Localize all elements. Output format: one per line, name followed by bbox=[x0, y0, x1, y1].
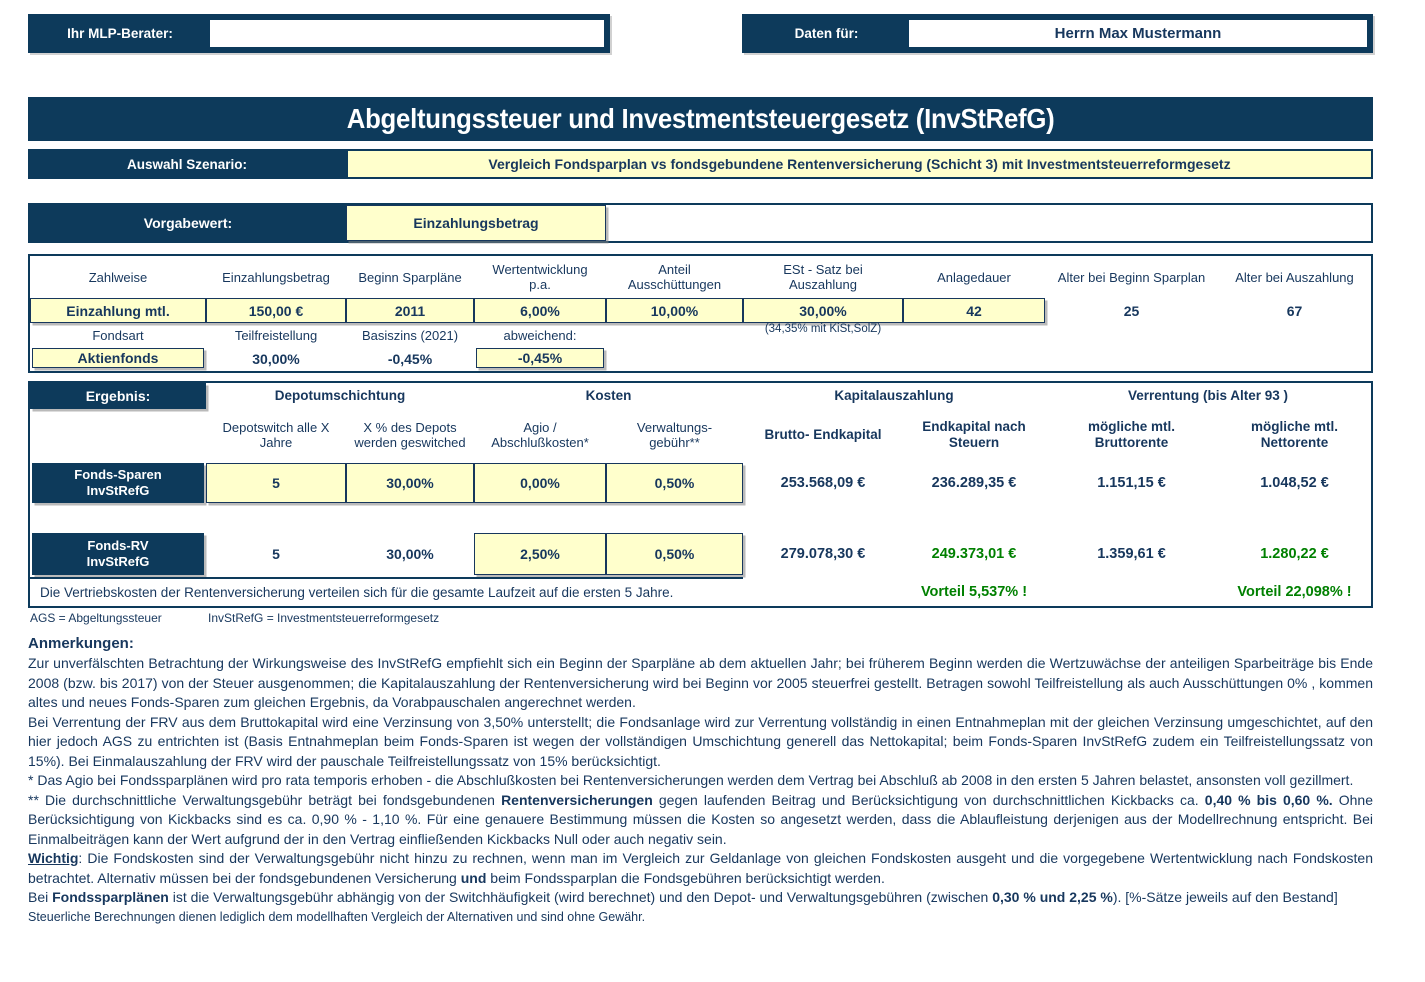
remark-admin-fee: ** Die durchschnittliche Verwaltungsgebü… bbox=[28, 791, 1373, 847]
remark-annuitization: Bei Verrentung der FRV aus dem Bruttokap… bbox=[28, 713, 1373, 769]
results-table: Ergebnis: Depotumschichtung Kosten Kapit… bbox=[28, 381, 1373, 608]
fonds-sparen-nettorente: 1.048,52 € bbox=[1260, 475, 1329, 491]
scenario-row: Auswahl Szenario: Vergleich Fondsparplan… bbox=[28, 149, 1373, 179]
group-header-kapitalauszahlung: Kapitalauszahlung bbox=[834, 388, 954, 403]
scenario-label: Auswahl Szenario: bbox=[28, 149, 346, 179]
fonds-rv-brutto-endkapital: 279.078,30 € bbox=[780, 546, 866, 562]
param-header-alter-auszahlung: Alter bei Auszahlung bbox=[1235, 269, 1354, 285]
col-header-endkapital-nach-steuern: Endkapital nach Steuern bbox=[922, 419, 1026, 450]
param-header-abweichend: abweichend: bbox=[503, 327, 577, 343]
fonds-sparen-agio-input[interactable]: 0,00% bbox=[474, 463, 606, 503]
param-input-fondsart[interactable]: Aktienfonds bbox=[32, 348, 204, 368]
distribution-cost-note: Die Vertriebskosten der Rentenversicheru… bbox=[30, 577, 743, 606]
fonds-sparen-bruttorente: 1.151,15 € bbox=[1097, 475, 1166, 491]
est-kist-note: (34,35% mit KiSt,SolZ) bbox=[764, 323, 882, 335]
advisor-box: Ihr MLP-Berater: bbox=[28, 14, 610, 53]
remark-important: Wichtig: Die Fondskosten sind der Verwal… bbox=[28, 850, 1373, 886]
advantage-capital-badge: Vorteil 5,537% ! bbox=[920, 583, 1028, 600]
param-header-basiszins: Basiszins (2021) bbox=[361, 327, 459, 343]
param-input-anlagedauer[interactable]: 42 bbox=[903, 298, 1045, 323]
legend-invstrefg: InvStRefG = Investmentsteuerreformgesetz bbox=[208, 611, 440, 625]
col-header-depotswitch: Depotswitch alle X Jahre bbox=[222, 420, 330, 450]
col-header-brutto-endkapital: Brutto- Endkapital bbox=[764, 427, 882, 442]
param-header-einzahlungsbetrag: Einzahlungsbetrag bbox=[222, 269, 330, 285]
col-header-bruttorente: mögliche mtl. Bruttorente bbox=[1087, 419, 1175, 450]
fonds-rv-switch-pct: 30,00% bbox=[386, 546, 434, 562]
fonds-sparen-brutto-endkapital: 253.568,09 € bbox=[780, 475, 866, 491]
group-header-verrentung: Verrentung (bis Alter 93 ) bbox=[1127, 388, 1289, 403]
col-header-nettorente: mögliche mtl. Nettorente bbox=[1250, 419, 1338, 450]
col-header-verwaltungsgebuehr: Verwaltungs- gebühr** bbox=[636, 420, 713, 450]
param-input-wertentwicklung[interactable]: 6,00% bbox=[474, 298, 606, 323]
disclaimer: Steuerliche Berechnungen dienen lediglic… bbox=[28, 909, 646, 924]
param-header-fondsart: Fondsart bbox=[92, 327, 144, 343]
page-title: Abgeltungssteuer und Investmentsteuerges… bbox=[346, 103, 1055, 134]
advisor-input[interactable] bbox=[210, 20, 604, 47]
param-header-anteil-ausschuettungen: Anteil Ausschüttungen bbox=[627, 262, 722, 292]
fonds-rv-bruttorente: 1.359,61 € bbox=[1097, 546, 1166, 562]
col-header-agio: Agio / Abschlußkosten* bbox=[491, 420, 589, 450]
param-header-beginn-sparplaene: Beginn Sparpläne bbox=[358, 269, 462, 285]
param-input-beginn[interactable]: 2011 bbox=[346, 298, 474, 323]
default-value-row: Vorgabewert: Einzahlungsbetrag bbox=[28, 203, 1373, 243]
parameters-table: Zahlweise Einzahlungsbetrag Beginn Sparp… bbox=[28, 254, 1373, 373]
param-value-alter-beginn: 25 bbox=[1123, 302, 1140, 319]
param-value-basiszins: -0,45% bbox=[387, 351, 433, 367]
group-header-depotumschichtung: Depotumschichtung bbox=[274, 388, 406, 403]
remarks-heading: Anmerkungen: bbox=[28, 635, 134, 652]
advantage-pension-badge: Vorteil 22,098% ! bbox=[1237, 583, 1352, 600]
param-input-ausschuettungen[interactable]: 10,00% bbox=[606, 298, 743, 323]
param-value-alter-auszahlung: 67 bbox=[1286, 302, 1303, 319]
param-value-teilfreistellung: 30,00% bbox=[252, 351, 300, 367]
client-box: Daten für: Herrn Max Mustermann bbox=[742, 14, 1373, 53]
param-header-teilfreistellung: Teilfreistellung bbox=[234, 327, 318, 343]
remarks-section: Anmerkungen: Zur unverfälschten Betracht… bbox=[28, 634, 1373, 927]
legend-ags: AGS = Abgeltungssteuer bbox=[30, 611, 162, 625]
fonds-sparen-switch-years-input[interactable]: 5 bbox=[206, 463, 346, 503]
param-input-zahlweise[interactable]: Einzahlung mtl. bbox=[30, 298, 206, 323]
fonds-rv-nettorente: 1.280,22 € bbox=[1260, 546, 1329, 562]
fonds-sparen-fee-input[interactable]: 0,50% bbox=[606, 463, 743, 503]
client-name-input[interactable]: Herrn Max Mustermann bbox=[909, 20, 1367, 47]
fonds-sparen-switch-pct-input[interactable]: 30,00% bbox=[346, 463, 474, 503]
scenario-select[interactable]: Vergleich Fondsparplan vs fondsgebundene… bbox=[346, 149, 1373, 179]
fonds-rv-fee-input[interactable]: 0,50% bbox=[606, 533, 743, 575]
param-header-est-satz: ESt - Satz bei Auszahlung bbox=[783, 262, 863, 292]
param-header-anlagedauer: Anlagedauer bbox=[937, 269, 1011, 285]
remark-fund-plans: Bei Fondssparplänen ist die Verwaltungsg… bbox=[28, 889, 1338, 905]
title-bar: Abgeltungssteuer und Investmentsteuerges… bbox=[28, 97, 1373, 141]
param-input-abweichend[interactable]: -0,45% bbox=[476, 348, 604, 368]
client-label: Daten für: bbox=[794, 26, 859, 41]
results-label: Ergebnis: bbox=[30, 383, 206, 409]
fonds-sparen-endkapital-steuern: 236.289,35 € bbox=[931, 475, 1017, 491]
param-header-zahlweise: Zahlweise bbox=[88, 269, 148, 285]
param-header-alter-beginn: Alter bei Beginn Sparplan bbox=[1057, 269, 1206, 285]
param-header-wertentwicklung: Wertentwicklung p.a. bbox=[492, 262, 588, 292]
fonds-rv-endkapital-steuern: 249.373,01 € bbox=[931, 546, 1017, 562]
col-header-switch-percent: X % des Depots werden geswitched bbox=[354, 420, 466, 450]
fonds-rv-switch-years: 5 bbox=[272, 546, 280, 562]
fonds-rv-agio-input[interactable]: 2,50% bbox=[474, 533, 606, 575]
group-header-kosten: Kosten bbox=[585, 388, 632, 403]
advisor-label: Ihr MLP-Berater: bbox=[67, 26, 173, 41]
default-value-select[interactable]: Einzahlungsbetrag bbox=[346, 205, 606, 241]
row-label-fonds-sparen: Fonds-Sparen InvStRefG bbox=[32, 463, 204, 503]
param-input-est-satz[interactable]: 30,00% bbox=[743, 298, 903, 323]
remark-start-year: Zur unverfälschten Betrachtung der Wirku… bbox=[28, 655, 1373, 710]
remark-agio: * Das Agio bei Fondssparplänen wird pro … bbox=[28, 772, 1354, 788]
default-value-label: Vorgabewert: bbox=[30, 205, 346, 241]
row-label-fonds-rv: Fonds-RV InvStRefG bbox=[32, 533, 204, 575]
param-input-einzahlungsbetrag[interactable]: 150,00 € bbox=[206, 298, 346, 323]
